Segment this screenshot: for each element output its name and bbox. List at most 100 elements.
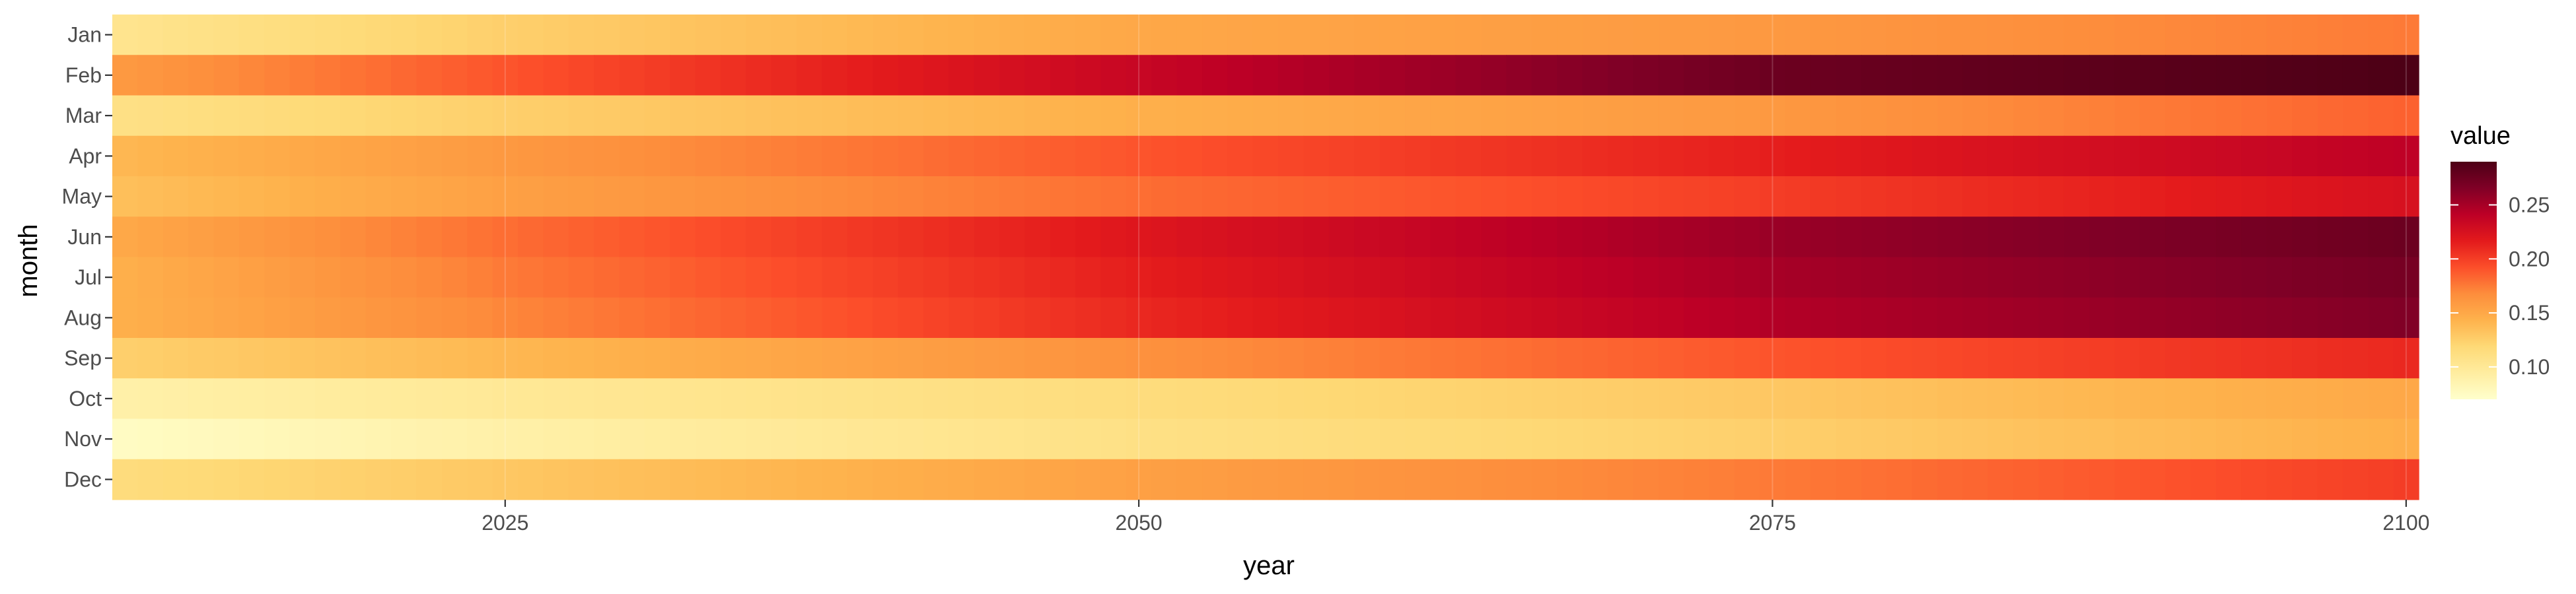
heatmap-cell	[314, 257, 341, 298]
heatmap-cell	[1912, 418, 1938, 460]
heatmap-cell	[797, 15, 823, 55]
heatmap-cell	[2114, 338, 2141, 379]
heatmap-cell	[2368, 135, 2394, 177]
heatmap-cell	[2216, 55, 2242, 96]
heatmap-cell	[1455, 95, 1482, 137]
heatmap-cell	[1608, 55, 1634, 96]
heatmap-cell	[238, 216, 265, 258]
legend-tick-label: 0.20	[2509, 247, 2550, 271]
heatmap-cell	[797, 378, 823, 420]
heatmap-cell	[162, 297, 189, 339]
heatmap-cell	[2139, 297, 2166, 339]
heatmap-cell	[1075, 338, 1102, 379]
heatmap-cell	[1608, 257, 1634, 298]
heatmap-cell	[1354, 418, 1380, 460]
heatmap-cell	[1455, 15, 1482, 55]
heatmap-cell	[188, 418, 215, 460]
heatmap-cell	[1151, 459, 1178, 500]
heatmap-cell	[1354, 459, 1380, 500]
heatmap-cell	[2216, 418, 2242, 460]
heatmap-cell	[873, 459, 899, 500]
heatmap-cell	[1633, 378, 1659, 420]
heatmap-cell	[746, 418, 772, 460]
heatmap-cell	[2342, 418, 2369, 460]
heatmap-cell	[1886, 135, 1913, 177]
heatmap-cell	[720, 135, 746, 177]
heatmap-cell	[1151, 135, 1178, 177]
heatmap-cell	[1024, 135, 1051, 177]
heatmap-cell	[2368, 216, 2394, 258]
heatmap-cell	[137, 95, 164, 137]
heatmap-cell	[948, 135, 975, 177]
heatmap-cell	[2063, 257, 2090, 298]
heatmap-cell	[644, 418, 670, 460]
heatmap-cell	[1075, 15, 1102, 55]
heatmap-cell	[188, 176, 215, 217]
heatmap-cell	[2165, 135, 2192, 177]
heatmap-cell	[1886, 257, 1913, 298]
heatmap-cell	[314, 55, 341, 96]
heatmap-cell	[1684, 95, 1710, 137]
heatmap-cell	[2165, 338, 2192, 379]
heatmap-cell	[238, 15, 265, 55]
heatmap-cell	[467, 338, 493, 379]
heatmap-cell	[1075, 418, 1102, 460]
heatmap-cell	[1886, 176, 1913, 217]
heatmap-cell	[137, 378, 164, 420]
heatmap-cell	[1430, 257, 1456, 298]
heatmap-cell	[162, 378, 189, 420]
heatmap-cell	[923, 418, 949, 460]
heatmap-cell	[2114, 216, 2141, 258]
heatmap-cell	[847, 418, 873, 460]
heatmap-cell	[1684, 338, 1710, 379]
heatmap-cell	[238, 257, 265, 298]
heatmap-cell	[1506, 216, 1532, 258]
heatmap-cell	[771, 418, 797, 460]
heatmap-cell	[670, 297, 696, 339]
heatmap-cell	[112, 378, 138, 420]
heatmap-cell	[2013, 459, 2039, 500]
heatmap-cell	[2266, 176, 2293, 217]
heatmap-cell	[2241, 55, 2268, 96]
y-tick-label: Jun	[67, 225, 102, 249]
heatmap-cell	[1405, 297, 1431, 339]
heatmap-cell	[2342, 55, 2369, 96]
heatmap-cell	[1810, 257, 1836, 298]
heatmap-cell	[391, 297, 417, 339]
heatmap-cell	[1987, 459, 2014, 500]
heatmap-cell	[568, 378, 594, 420]
heatmap-cell	[441, 176, 468, 217]
heatmap-cell	[2063, 459, 2090, 500]
heatmap-cell	[2013, 297, 2039, 339]
heatmap-cell	[1151, 418, 1178, 460]
heatmap-cell	[1252, 216, 1279, 258]
heatmap-cell	[2038, 297, 2065, 339]
heatmap-cell	[213, 55, 240, 96]
heatmap-cell	[594, 418, 620, 460]
heatmap-cell	[1405, 257, 1431, 298]
heatmap-cell	[594, 176, 620, 217]
heatmap-cell	[340, 135, 367, 177]
heatmap-cell	[771, 257, 797, 298]
heatmap-cell	[1886, 338, 1913, 379]
heatmap-cell	[2089, 216, 2116, 258]
heatmap-cell	[2368, 257, 2394, 298]
heatmap-cell	[213, 297, 240, 339]
heatmap-cell	[2089, 418, 2116, 460]
heatmap-cell	[2013, 216, 2039, 258]
heatmap-cell	[1050, 135, 1076, 177]
heatmap-cell	[1024, 216, 1051, 258]
heatmap-cell	[873, 297, 899, 339]
heatmap-cell	[2216, 338, 2242, 379]
heatmap-cell	[822, 15, 848, 55]
heatmap-cell	[1455, 338, 1482, 379]
heatmap-cell	[797, 297, 823, 339]
heatmap-cell	[873, 135, 899, 177]
heatmap-cell	[797, 459, 823, 500]
heatmap-cell	[543, 338, 569, 379]
heatmap-cell	[1303, 297, 1330, 339]
legend-tick-label: 0.25	[2509, 193, 2550, 216]
heatmap-cell	[2266, 418, 2293, 460]
heatmap-cell	[1760, 135, 1786, 177]
heatmap-cell	[1126, 378, 1152, 420]
